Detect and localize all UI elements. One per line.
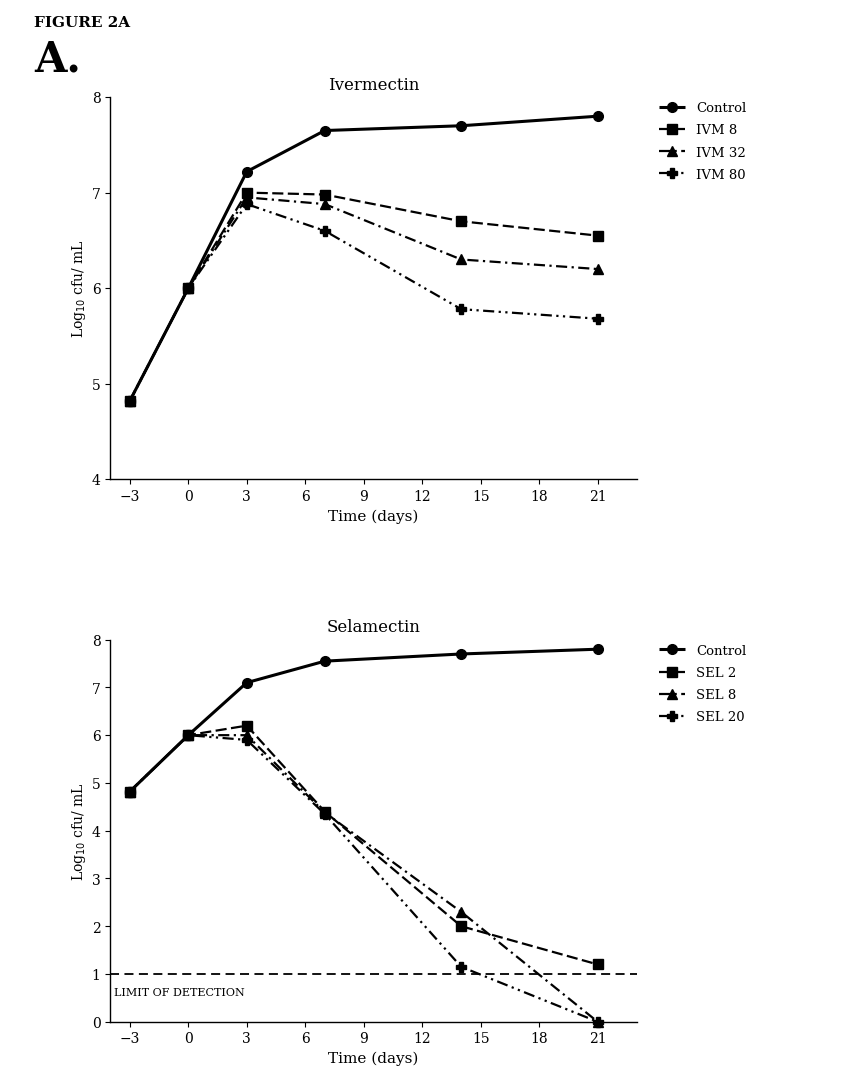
Text: FIGURE 2A: FIGURE 2A xyxy=(34,16,130,30)
Text: A.: A. xyxy=(34,38,81,80)
Legend: Control, SEL 2, SEL 8, SEL 20: Control, SEL 2, SEL 8, SEL 20 xyxy=(653,639,750,729)
X-axis label: Time (days): Time (days) xyxy=(328,1051,418,1065)
Title: Ivermectin: Ivermectin xyxy=(327,76,419,93)
Title: Selamectin: Selamectin xyxy=(326,619,420,636)
Y-axis label: Log$_{10}$ cfu/ mL: Log$_{10}$ cfu/ mL xyxy=(70,239,87,338)
Text: LIMIT OF DETECTION: LIMIT OF DETECTION xyxy=(114,987,245,998)
X-axis label: Time (days): Time (days) xyxy=(328,509,418,523)
Legend: Control, IVM 8, IVM 32, IVM 80: Control, IVM 8, IVM 32, IVM 80 xyxy=(653,97,750,187)
Y-axis label: Log$_{10}$ cfu/ mL: Log$_{10}$ cfu/ mL xyxy=(70,782,87,880)
